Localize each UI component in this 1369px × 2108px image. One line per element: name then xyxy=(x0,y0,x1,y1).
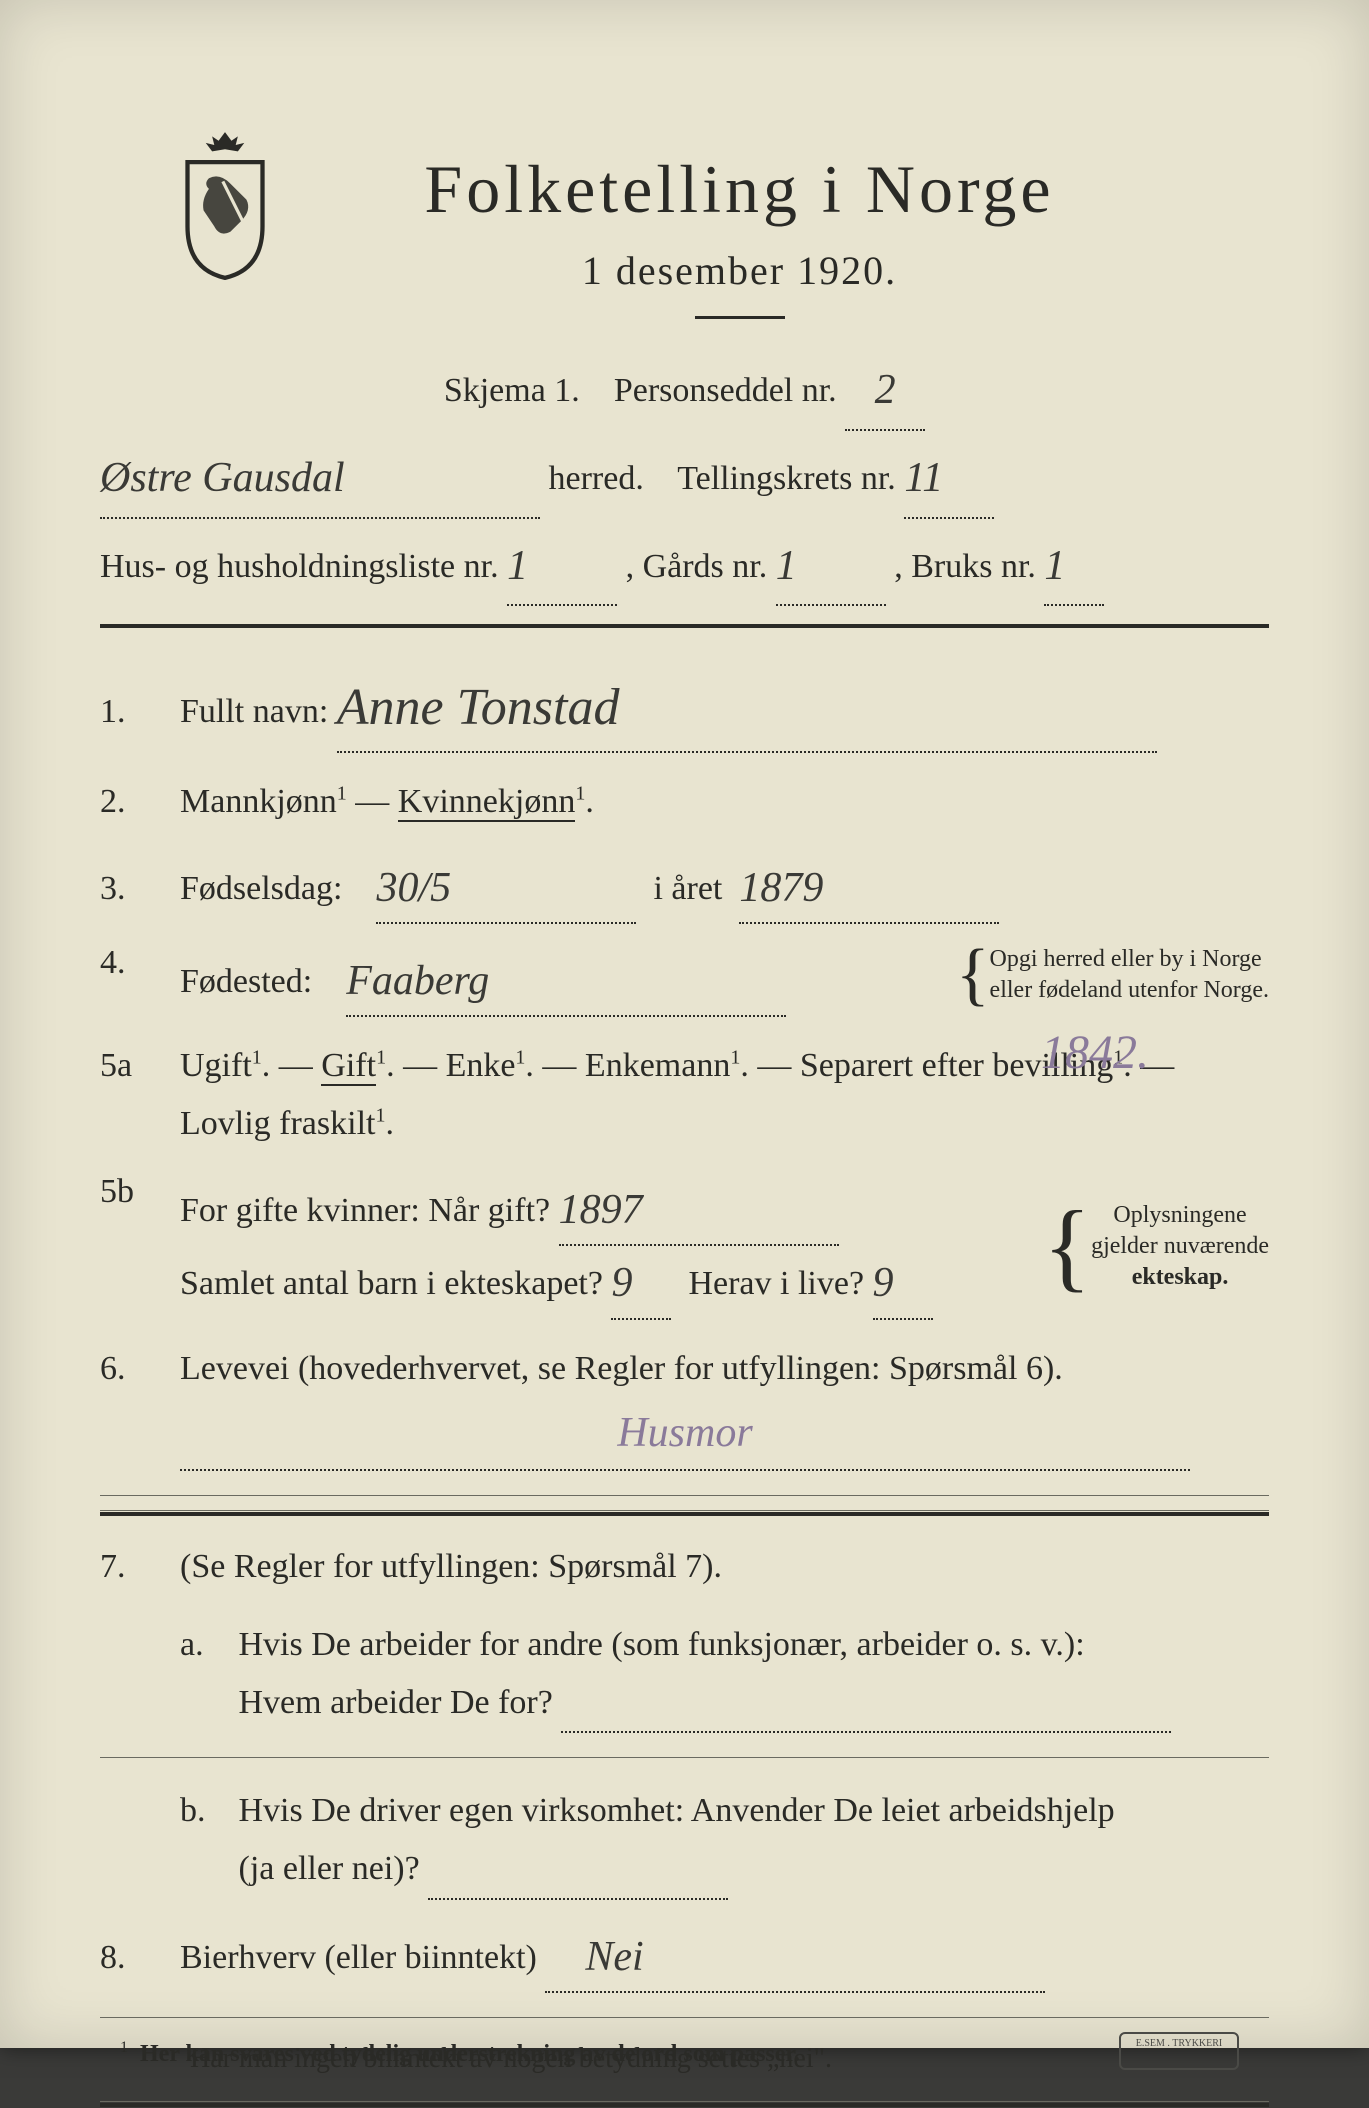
q5b-l2-value: 9 xyxy=(611,1260,632,1306)
q7b-blank xyxy=(428,1840,728,1900)
q5b-l1-value: 1897 xyxy=(559,1187,643,1233)
personseddel-label: Personseddel nr. xyxy=(614,372,837,409)
title-block: Folketelling i Norge 1 desember 1920. xyxy=(310,150,1309,319)
footnote: 1 Her kan svares ved tydelig understrekn… xyxy=(120,2031,1249,2068)
q7b-l2: (ja eller nei)? xyxy=(239,1850,420,1887)
q6-num: 6. xyxy=(100,1350,180,1388)
q1-row: 1. Fullt navn: Anne Tonstad xyxy=(100,652,1269,762)
footnote-text: Her kan svares ved tydelig understreknin… xyxy=(140,2041,800,2067)
pencil-annotation: 1842. xyxy=(1041,1025,1149,1080)
q5b-l2-value2: 9 xyxy=(873,1260,894,1306)
subtitle: 1 desember 1920. xyxy=(310,247,1169,294)
rule-double-1 xyxy=(100,1510,1269,1516)
q8-value: Nei xyxy=(585,1934,643,1980)
brace-icon: { xyxy=(1043,1216,1091,1276)
skjema-line: Skjema 1. Personseddel nr. 2 xyxy=(100,349,1269,431)
q3-mid: i året xyxy=(653,870,722,907)
title-rule xyxy=(695,316,785,319)
gaards-value: 1 xyxy=(776,543,797,589)
q8-num: 8. xyxy=(100,1939,180,1977)
q5b-note: Oplysningene gjelder nuværende ekteskap. xyxy=(1091,1200,1269,1294)
herred-line: Østre Gausdal herred. Tellingskrets nr. … xyxy=(100,437,1269,519)
main-title: Folketelling i Norge xyxy=(310,150,1169,229)
q4-num: 4. xyxy=(100,944,180,982)
printer-stamp: E.SEM . TRYKKERI xyxy=(1119,2032,1239,2070)
hus-label: Hus- og husholdningsliste nr. xyxy=(100,548,499,585)
q1-value: Anne Tonstad xyxy=(337,679,620,736)
q7b-l1: Hvis De driver egen virksomhet: Anvender… xyxy=(239,1792,1115,1829)
q3-label: Fødselsdag: xyxy=(180,870,342,907)
bruks-label: , Bruks nr. xyxy=(894,548,1036,585)
q6-label: Levevei (hovederhvervet, se Regler for u… xyxy=(180,1350,1063,1387)
q2-num: 2. xyxy=(100,783,180,821)
q6-row: 6. Levevei (hovederhvervet, se Regler fo… xyxy=(100,1330,1269,1481)
q2-kvinne: Kvinnekjønn xyxy=(398,783,576,822)
hus-line: Hus- og husholdningsliste nr. 1 , Gårds … xyxy=(100,525,1269,607)
q3-row: 3. Fødselsdag: 30/5 i året 1879 xyxy=(100,841,1269,934)
census-form-page: Folketelling i Norge 1 desember 1920. Sk… xyxy=(0,0,1369,2048)
q7a-row: a. Hvis De arbeider for andre (som funks… xyxy=(100,1606,1269,1744)
q7a-l2: Hvem arbeider De for? xyxy=(239,1684,553,1721)
q5b-l2-mid: Herav i live? xyxy=(688,1265,864,1302)
q5b-l1-label: For gifte kvinner: Når gift? xyxy=(180,1192,550,1229)
q7-row: 7. (Se Regler for utfyllingen: Spørsmål … xyxy=(100,1534,1269,1606)
q7a-l1: Hvis De arbeider for andre (som funksjon… xyxy=(239,1626,1085,1663)
q4-note: Opgi herred eller by i Norge eller fødel… xyxy=(990,944,1269,1006)
tellingskrets-value: 11 xyxy=(904,455,943,501)
q4-row: 4. Fødested: Faaberg { Opgi herred eller… xyxy=(100,934,1269,1027)
q7b-row: b. Hvis De driver egen virksomhet: Anven… xyxy=(100,1772,1269,1910)
coat-of-arms-icon xyxy=(170,130,280,280)
q5a-gift: Gift xyxy=(321,1047,376,1086)
hus-value: 1 xyxy=(507,543,528,589)
q7-label: (Se Regler for utfyllingen: Spørsmål 7). xyxy=(180,1548,722,1585)
q1-label: Fullt navn: xyxy=(180,693,328,730)
skjema-label: Skjema 1. xyxy=(444,372,580,409)
q3-num: 3. xyxy=(100,870,180,908)
q2-mann: Mannkjønn xyxy=(180,783,337,820)
q5a-num: 5a xyxy=(100,1047,180,1085)
q1-num: 1. xyxy=(100,693,180,731)
rule-double-2 xyxy=(100,2101,1269,2107)
q4-value: Faaberg xyxy=(346,958,489,1004)
q5b-row: 5b For gifte kvinner: Når gift? 1897 Sam… xyxy=(100,1163,1269,1330)
brace-icon: { xyxy=(956,954,990,996)
form-inner: Folketelling i Norge 1 desember 1920. Sk… xyxy=(60,150,1309,2108)
personseddel-value: 2 xyxy=(875,367,896,413)
q7b-num: b. xyxy=(180,1782,230,1840)
rule-1 xyxy=(100,624,1269,628)
q5b-l2-label: Samlet antal barn i ekteskapet? xyxy=(180,1265,603,1302)
rule-q7a xyxy=(100,1757,1269,1758)
q5b-num: 5b xyxy=(100,1173,180,1211)
q4-label: Fødested: xyxy=(180,963,312,1000)
q7-num: 7. xyxy=(100,1548,180,1586)
q7a-num: a. xyxy=(180,1616,230,1674)
rule-q6 xyxy=(100,1495,1269,1496)
gaards-label: , Gårds nr. xyxy=(626,548,768,585)
q8-label: Bierhverv (eller biinntekt) xyxy=(180,1939,537,1976)
rule-q8 xyxy=(100,2017,1269,2018)
header: Folketelling i Norge 1 desember 1920. xyxy=(170,150,1309,319)
bruks-value: 1 xyxy=(1044,543,1065,589)
herred-value: Østre Gausdal xyxy=(100,455,345,501)
q7a-blank xyxy=(561,1674,1171,1734)
q6-value: Husmor xyxy=(617,1410,752,1456)
q2-row: 2. Mannkjønn1 — Kvinnekjønn1. xyxy=(100,763,1269,841)
herred-label: herred. xyxy=(549,460,644,497)
tellingskrets-label: Tellingskrets nr. xyxy=(677,460,896,497)
q8-row: 8. Bierhverv (eller biinntekt) Nei xyxy=(100,1910,1269,2003)
q3-day: 30/5 xyxy=(376,865,451,911)
q3-year: 1879 xyxy=(739,865,823,911)
